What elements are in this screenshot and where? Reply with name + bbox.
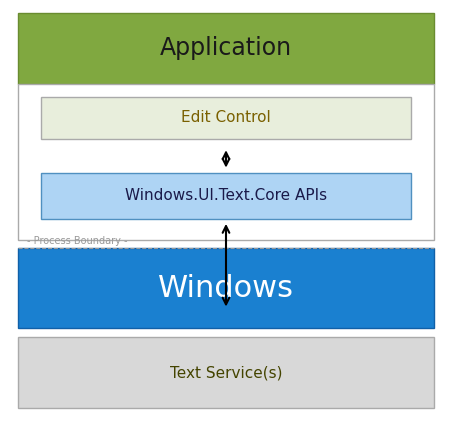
Text: Windows: Windows — [158, 274, 293, 303]
Text: Edit Control: Edit Control — [181, 110, 270, 125]
Bar — [18, 337, 433, 408]
Bar — [41, 173, 410, 219]
Bar — [41, 97, 410, 139]
Text: Windows.UI.Text.Core APIs: Windows.UI.Text.Core APIs — [124, 188, 327, 203]
Bar — [18, 248, 433, 328]
Text: Text Service(s): Text Service(s) — [170, 365, 281, 380]
Bar — [18, 13, 433, 84]
Bar — [18, 84, 433, 240]
Text: Application: Application — [160, 36, 291, 61]
Text: - Process Boundary -: - Process Boundary - — [27, 236, 127, 246]
